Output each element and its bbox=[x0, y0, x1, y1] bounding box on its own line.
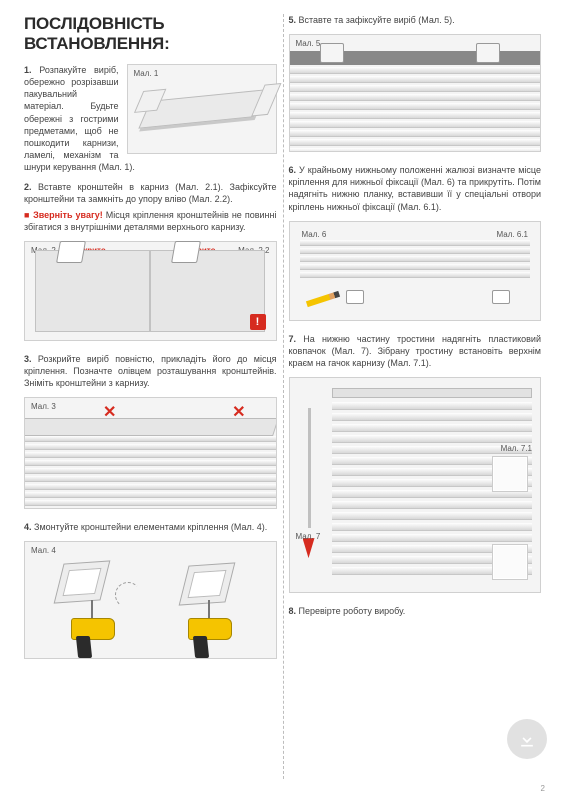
page-number: 2 bbox=[541, 784, 545, 793]
step-1-text: Розпакуйте виріб, обережно розрізавши па… bbox=[24, 65, 135, 172]
blinds-icon bbox=[25, 436, 276, 508]
bracket-closed-icon bbox=[171, 241, 201, 263]
figure-3: Мал. 3 ✕ ✕ bbox=[24, 397, 277, 509]
warning-icon: ! bbox=[250, 314, 266, 330]
figure-1-label: Мал. 1 bbox=[134, 69, 159, 78]
step-7-num: 7. bbox=[289, 334, 297, 344]
figure-7: Мал. 7 Мал. 7.1 bbox=[289, 377, 542, 593]
figure-1: Мал. 1 bbox=[127, 64, 277, 154]
drill-icon bbox=[63, 618, 121, 658]
figure-4: Мал. 4 bbox=[24, 541, 277, 659]
left-column: ПОСЛІДОВНІСТЬ ВСТАНОВЛЕННЯ: Мал. 1 1. Ро… bbox=[18, 14, 283, 789]
step-2: 2. Вставте кронштейн в карниз (Мал. 2.1)… bbox=[24, 181, 277, 233]
wand-icon bbox=[308, 408, 311, 528]
mount-bracket-icon bbox=[320, 43, 344, 63]
rotation-arrow-icon bbox=[115, 582, 141, 608]
cornice-rail-icon bbox=[138, 89, 265, 128]
detail-71-icon bbox=[492, 456, 528, 492]
step-6-num: 6. bbox=[289, 165, 297, 175]
right-column: 5. Вставте та зафіксуйте виріб (Мал. 5).… bbox=[283, 14, 548, 789]
download-overlay-icon[interactable] bbox=[507, 719, 547, 759]
figure-4-label: Мал. 4 bbox=[31, 546, 56, 555]
figure-6-label: Мал. 6 bbox=[302, 230, 327, 239]
step-1-num: 1. bbox=[24, 65, 32, 75]
drill-icon bbox=[180, 618, 238, 658]
bracket-icon bbox=[54, 561, 111, 604]
step-4-text: Змонтуйте кронштейни елементами кріпленн… bbox=[34, 522, 267, 532]
step-8-text: Перевірте роботу виробу. bbox=[299, 606, 406, 616]
step-6-text: У крайньому нижньому положенні жалюзі ви… bbox=[289, 165, 542, 211]
figure-61-label: Мал. 6.1 bbox=[497, 230, 528, 239]
figure-5: Мал. 5 bbox=[289, 34, 542, 152]
step-8: 8. Перевірте роботу виробу. bbox=[289, 605, 542, 617]
step-5-num: 5. bbox=[289, 15, 297, 25]
step-3-num: 3. bbox=[24, 354, 32, 364]
detail-bottom-icon bbox=[492, 544, 528, 580]
figure-2: Мал. 2.1 відкрито закрито Мал. 2.2 ! bbox=[24, 241, 277, 341]
bracket-icon bbox=[178, 563, 235, 606]
x-mark-icon: ✕ bbox=[103, 402, 116, 422]
step-4-num: 4. bbox=[24, 522, 32, 532]
figure-3-label: Мал. 3 bbox=[31, 402, 56, 411]
x-mark-icon: ✕ bbox=[232, 402, 245, 422]
page-title: ПОСЛІДОВНІСТЬ ВСТАНОВЛЕННЯ: bbox=[24, 14, 277, 54]
step-4: 4. Змонтуйте кронштейни елементами кріпл… bbox=[24, 521, 277, 533]
figure-6: Мал. 6 Мал. 6.1 bbox=[289, 221, 542, 321]
figure-7-label: Мал. 7 bbox=[296, 532, 321, 541]
step-2-warn-label: Зверніть увагу! bbox=[33, 210, 103, 220]
mount-bracket-icon bbox=[476, 43, 500, 63]
step-7: 7. На нижню частину тростини надягніть п… bbox=[289, 333, 542, 369]
figure-5-label: Мал. 5 bbox=[296, 39, 321, 48]
step-3-text: Розкрийте виріб повністю, прикладіть йог… bbox=[24, 354, 277, 388]
step-6: 6. У крайньому нижньому положенні жалюзі… bbox=[289, 164, 542, 213]
step-5: 5. Вставте та зафіксуйте виріб (Мал. 5). bbox=[289, 14, 542, 26]
step-2-text: Вставте кронштейн в карниз (Мал. 2.1). З… bbox=[24, 182, 277, 204]
bottom-clip-icon bbox=[492, 290, 510, 304]
figure-71-label: Мал. 7.1 bbox=[501, 444, 532, 453]
step-2-num: 2. bbox=[24, 182, 32, 192]
step-7-text: На нижню частину тростини надягніть плас… bbox=[289, 334, 542, 368]
step-8-num: 8. bbox=[289, 606, 297, 616]
wand-cap-icon bbox=[303, 538, 315, 558]
bottom-clip-icon bbox=[346, 290, 364, 304]
step-5-text: Вставте та зафіксуйте виріб (Мал. 5). bbox=[299, 15, 455, 25]
bracket-open-icon bbox=[56, 241, 86, 263]
step-3: 3. Розкрийте виріб повністю, прикладіть … bbox=[24, 353, 277, 389]
step-1: Мал. 1 1. Розпакуйте виріб, обережно роз… bbox=[24, 64, 277, 173]
pencil-icon bbox=[305, 291, 339, 307]
blinds-icon bbox=[290, 67, 541, 151]
